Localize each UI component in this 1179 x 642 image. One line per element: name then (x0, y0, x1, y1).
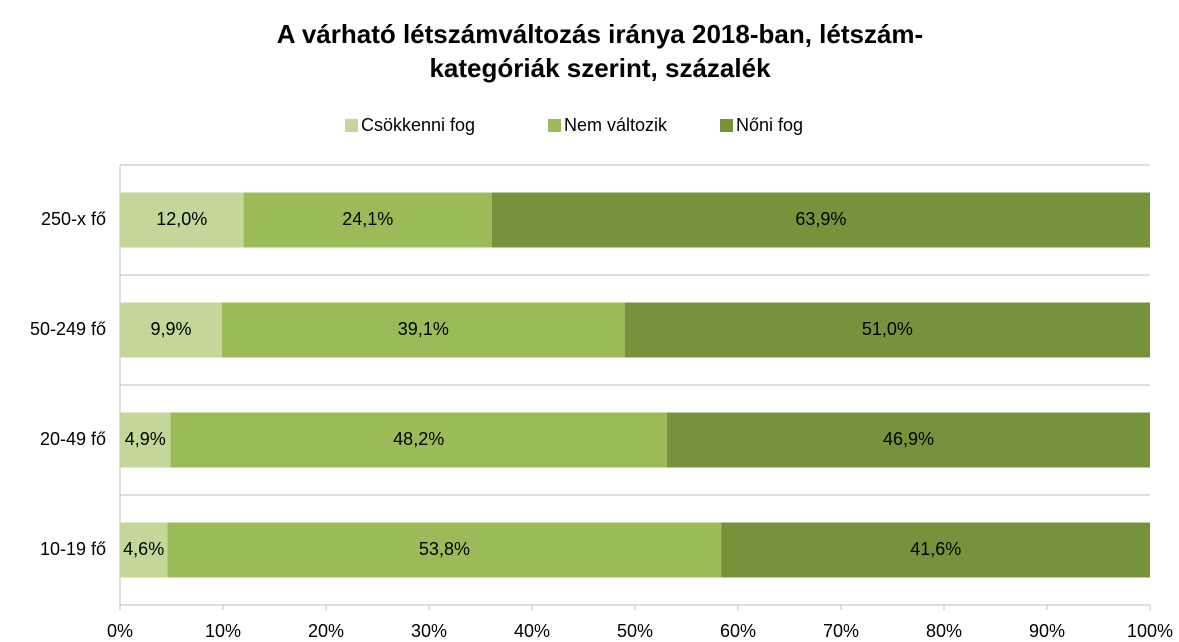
bar-segment (721, 522, 1150, 578)
data-label: 41,6% (910, 539, 961, 559)
y-tick-label: 250-x fő (41, 209, 106, 229)
legend-swatch (548, 119, 561, 132)
legend-label: Csökkenni fog (361, 115, 475, 135)
y-tick-label: 10-19 fő (40, 539, 106, 559)
legend-label: Nőni fog (736, 115, 803, 135)
data-label: 63,9% (795, 209, 846, 229)
bar-segment (624, 302, 1150, 358)
bar-segment (491, 192, 1151, 248)
data-label: 12,0% (156, 209, 207, 229)
data-label: 46,9% (883, 429, 934, 449)
x-tick-label: 0% (107, 621, 133, 641)
x-tick-label: 30% (411, 621, 447, 641)
chart-title: A várható létszámváltozás iránya 2018-ba… (277, 19, 923, 49)
bar-segment (120, 522, 168, 578)
data-label: 24,1% (342, 209, 393, 229)
bar-segment (666, 412, 1150, 468)
x-tick-label: 20% (308, 621, 344, 641)
data-label: 48,2% (393, 429, 444, 449)
x-tick-label: 50% (617, 621, 653, 641)
data-label: 4,6% (123, 539, 164, 559)
bar-segment (170, 412, 667, 468)
data-label: 53,8% (419, 539, 470, 559)
bar-segment (243, 192, 492, 248)
data-label: 51,0% (862, 319, 913, 339)
x-tick-label: 100% (1127, 621, 1173, 641)
data-label: 4,9% (125, 429, 166, 449)
x-tick-label: 70% (823, 621, 859, 641)
bar-segment (167, 522, 722, 578)
bar-segment (221, 302, 625, 358)
x-tick-label: 90% (1029, 621, 1065, 641)
y-tick-label: 50-249 fő (30, 319, 106, 339)
x-tick-label: 10% (205, 621, 241, 641)
bar-segment (120, 302, 222, 358)
x-tick-label: 40% (514, 621, 550, 641)
legend-swatch (345, 119, 358, 132)
chart-title: kategóriák szerint, százalék (429, 53, 771, 83)
bar-segment (120, 412, 171, 468)
x-tick-label: 60% (720, 621, 756, 641)
bar-segment (120, 192, 244, 248)
x-tick-label: 80% (926, 621, 962, 641)
legend-label: Nem változik (564, 115, 668, 135)
legend-swatch (720, 119, 733, 132)
data-label: 9,9% (150, 319, 191, 339)
data-label: 39,1% (398, 319, 449, 339)
y-tick-label: 20-49 fő (40, 429, 106, 449)
